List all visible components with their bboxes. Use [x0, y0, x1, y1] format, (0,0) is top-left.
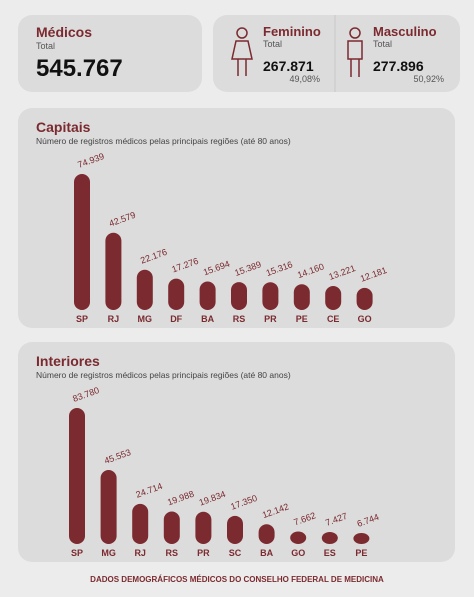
bar — [227, 515, 243, 544]
female-icon — [231, 27, 253, 76]
x-tick-label: SP — [71, 548, 83, 558]
x-tick-label: GO — [291, 548, 305, 558]
bar — [325, 286, 342, 310]
female-value: 267.871 — [263, 58, 314, 74]
bar — [74, 174, 90, 310]
summary-value: 545.767 — [36, 55, 123, 82]
bar — [163, 511, 180, 544]
x-tick-label: GO — [358, 314, 372, 324]
chart-subtitle: Número de registros médicos pelas princi… — [36, 136, 291, 146]
x-tick-label: BA — [201, 314, 214, 324]
chart-subtitle: Número de registros médicos pelas princi… — [36, 370, 291, 380]
x-tick-label: RJ — [108, 314, 120, 324]
bar — [100, 470, 117, 544]
bar — [293, 284, 310, 310]
x-tick-label: BA — [260, 548, 273, 558]
male-value: 277.896 — [373, 58, 424, 74]
x-tick-label: PR — [197, 548, 210, 558]
summary-card — [18, 15, 202, 92]
bar — [69, 408, 85, 544]
x-tick-label: RJ — [134, 548, 146, 558]
chart-card — [18, 342, 455, 562]
x-tick-label: SP — [76, 314, 88, 324]
female-label: Total — [263, 39, 282, 49]
bar — [168, 278, 185, 310]
x-tick-label: MG — [101, 548, 116, 558]
x-tick-label: PR — [264, 314, 277, 324]
bar — [199, 281, 216, 310]
x-tick-label: CE — [327, 314, 340, 324]
male-icon — [347, 27, 363, 77]
bar — [136, 269, 153, 310]
bar — [195, 511, 212, 544]
male-label: Total — [373, 39, 392, 49]
x-tick-label: RS — [233, 314, 246, 324]
x-tick-label: PE — [355, 548, 367, 558]
bar — [321, 531, 338, 544]
male-share: 50,92% — [413, 74, 444, 84]
bar — [105, 232, 122, 310]
bar — [353, 533, 370, 544]
summary-label: Total — [36, 41, 55, 51]
footer: DADOS DEMOGRÁFICOS MÉDICOS DO CONSELHO F… — [90, 575, 384, 584]
bar — [231, 282, 247, 310]
bar — [262, 282, 279, 310]
x-tick-label: PE — [296, 314, 308, 324]
female-share: 49,08% — [289, 74, 320, 84]
bar — [132, 503, 149, 544]
chart-title: Interiores — [36, 353, 100, 369]
bar — [258, 524, 275, 544]
chart-title: Capitais — [36, 119, 91, 135]
bar — [290, 531, 307, 544]
bar — [356, 287, 373, 310]
x-tick-label: RS — [166, 548, 179, 558]
male-title: Masculino — [373, 24, 437, 39]
female-title: Feminino — [263, 24, 321, 39]
gender-card — [213, 15, 460, 92]
summary-title: Médicos — [36, 24, 92, 40]
x-tick-label: MG — [138, 314, 153, 324]
x-tick-label: SC — [229, 548, 242, 558]
x-tick-label: DF — [170, 314, 182, 324]
x-tick-label: ES — [324, 548, 336, 558]
chart-card — [18, 108, 455, 328]
